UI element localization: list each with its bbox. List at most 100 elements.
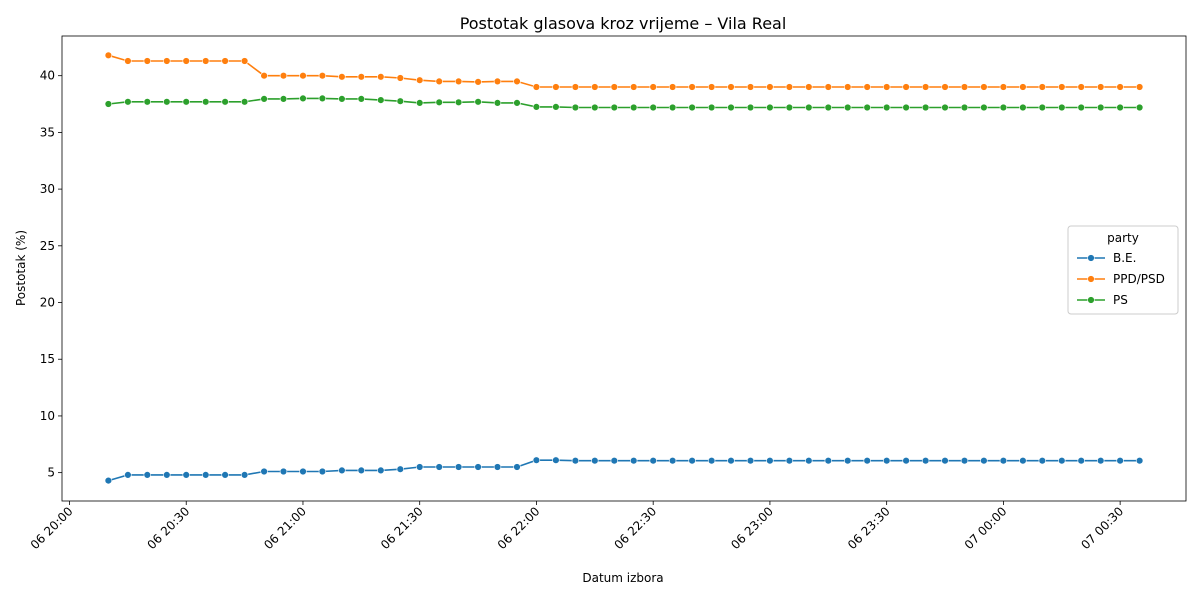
data-point — [999, 83, 1008, 91]
data-point — [143, 471, 152, 479]
data-point — [299, 71, 307, 80]
data-point — [279, 95, 288, 103]
data-point — [629, 103, 638, 112]
data-point — [863, 83, 871, 91]
y-tick-label: 10 — [40, 409, 55, 423]
data-point — [980, 83, 988, 91]
y-tick-label: 35 — [40, 125, 55, 139]
data-point — [357, 73, 365, 81]
data-point — [1077, 457, 1085, 465]
data-point — [143, 57, 152, 65]
data-point — [221, 98, 229, 106]
legend-label: PS — [1113, 293, 1128, 307]
data-point — [746, 457, 755, 465]
series-ps — [104, 94, 1144, 112]
data-point — [221, 471, 229, 479]
data-point — [1096, 103, 1105, 112]
data-point — [610, 83, 618, 91]
series-ppd-psd — [104, 51, 1144, 91]
y-tick-label: 5 — [47, 466, 55, 480]
data-point — [571, 103, 580, 112]
data-point — [629, 457, 638, 465]
data-point — [843, 83, 852, 91]
data-point — [571, 457, 580, 465]
data-point — [824, 103, 832, 112]
data-point — [416, 463, 424, 471]
data-point — [104, 51, 113, 59]
data-point — [960, 457, 969, 465]
data-point — [279, 467, 288, 476]
data-point — [766, 457, 774, 465]
data-point — [416, 76, 424, 84]
data-point — [377, 73, 385, 81]
data-point — [474, 463, 482, 471]
data-point — [513, 99, 521, 107]
data-point — [240, 57, 249, 65]
data-point — [357, 466, 365, 475]
data-point — [240, 98, 249, 106]
plot-area-frame — [61, 35, 1187, 502]
data-point — [941, 457, 949, 465]
data-point — [1038, 457, 1047, 465]
data-point — [435, 463, 443, 471]
data-point — [1019, 83, 1027, 91]
data-point — [785, 457, 794, 465]
data-point — [124, 471, 132, 479]
data-point — [357, 95, 365, 103]
data-point — [882, 83, 891, 91]
data-point — [921, 457, 930, 465]
legend-entry: B.E. — [1077, 251, 1136, 265]
data-point — [532, 456, 541, 464]
data-point — [727, 457, 735, 465]
data-point — [338, 73, 346, 81]
data-point — [377, 466, 385, 475]
data-point — [649, 83, 657, 91]
data-point — [960, 83, 969, 91]
y-axis-title: Postotak (%) — [14, 230, 28, 306]
data-point — [260, 467, 268, 476]
legend-box — [1067, 225, 1179, 315]
data-point — [746, 103, 755, 112]
data-point — [610, 457, 618, 465]
data-point — [863, 457, 871, 465]
data-point — [396, 97, 404, 105]
data-point — [863, 103, 871, 112]
data-point — [377, 96, 385, 104]
data-point — [1116, 457, 1124, 465]
data-point — [454, 98, 463, 107]
data-point — [299, 94, 307, 103]
data-point — [882, 457, 891, 465]
chart-title: Postotak glasova kroz vrijeme – Vila Rea… — [460, 14, 787, 33]
data-point — [493, 99, 502, 107]
data-point — [824, 83, 832, 91]
legend-entry: PPD/PSD — [1077, 272, 1165, 286]
data-point — [941, 83, 949, 91]
data-point — [202, 98, 210, 106]
data-point — [1077, 83, 1085, 91]
data-point — [688, 457, 696, 465]
data-point — [707, 457, 716, 465]
data-point — [921, 83, 930, 91]
data-point — [202, 57, 210, 65]
data-point — [1038, 83, 1047, 91]
data-point — [843, 103, 852, 112]
legend-label: B.E. — [1113, 251, 1136, 265]
data-point — [727, 83, 735, 91]
y-tick-label: 40 — [40, 69, 55, 83]
data-point — [707, 83, 716, 91]
legend-label: PPD/PSD — [1113, 272, 1165, 286]
y-tick-label: 15 — [40, 352, 55, 366]
data-point — [279, 71, 288, 80]
data-point — [980, 103, 988, 112]
data-point — [396, 74, 404, 82]
data-point — [688, 83, 696, 91]
data-point — [260, 95, 268, 103]
data-point — [143, 98, 152, 106]
y-tick-label: 30 — [40, 182, 55, 196]
data-point — [474, 78, 482, 86]
data-point — [1135, 83, 1144, 91]
series-layer — [104, 51, 1144, 485]
data-point — [318, 94, 327, 103]
data-point — [1058, 103, 1066, 112]
data-point — [591, 83, 599, 91]
